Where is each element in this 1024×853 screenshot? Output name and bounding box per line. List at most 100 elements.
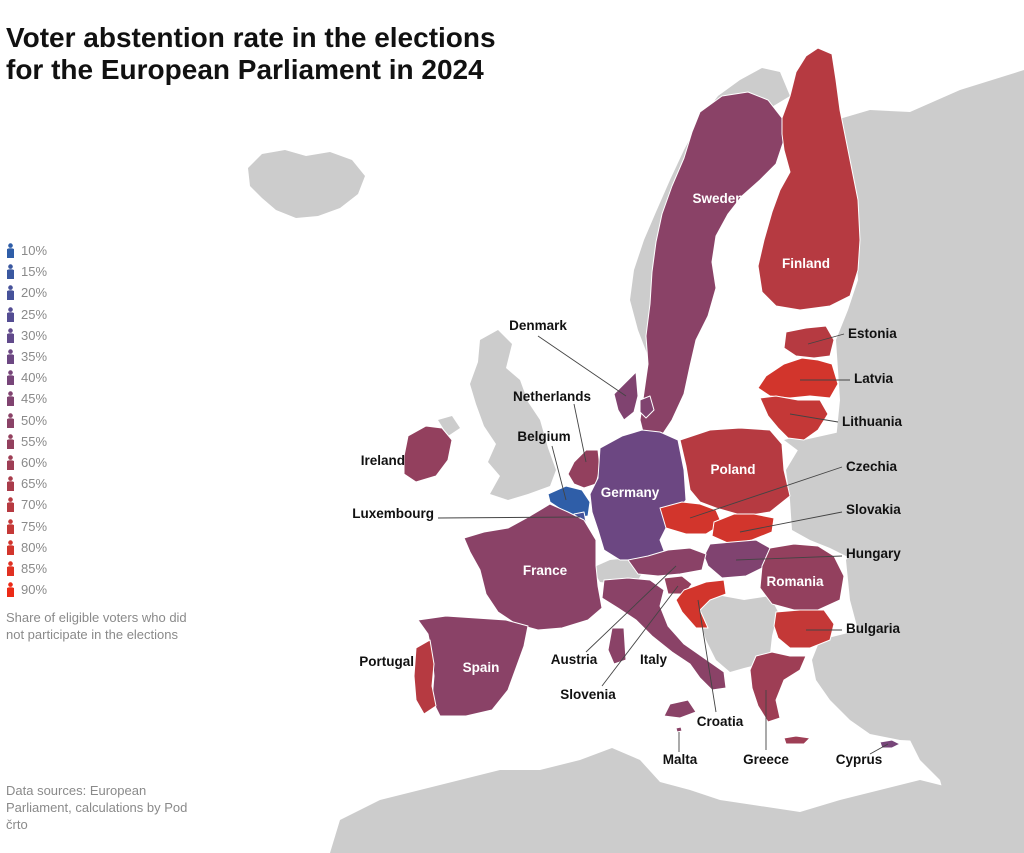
leader-line-czechia: [689, 466, 843, 519]
ukraine-belarus-shape: [786, 432, 960, 580]
person-icon: [7, 285, 14, 301]
country-label-portugal: Portugal: [359, 654, 414, 669]
legend-item-label: 45%: [21, 391, 48, 407]
country-label-austria: Austria: [551, 652, 598, 667]
data-sources: Data sources: European Parliament, calcu…: [6, 783, 188, 832]
leader-line-lithuania: [789, 413, 839, 423]
country-label-spain: Spain: [463, 660, 500, 675]
country-label-slovenia: Slovenia: [560, 687, 616, 702]
person-icon: [7, 370, 14, 386]
country-lithuania: [759, 395, 829, 441]
leader-line-slovenia: [601, 585, 679, 687]
leader-line-hungary: [735, 555, 843, 561]
country-greece: [749, 651, 807, 723]
great-britain-shape: [470, 330, 556, 500]
person-icon: [7, 328, 14, 343]
country-label-cyprus: Cyprus: [836, 752, 883, 767]
person-icon: [7, 476, 14, 492]
person-icon: [7, 540, 14, 555]
legend-item-label: 20%: [21, 285, 48, 301]
person-icon: [7, 349, 14, 365]
legend-item-label: 50%: [21, 412, 48, 428]
person-icon: [7, 518, 14, 534]
map-title: Voter abstention rate in the elections f…: [6, 22, 566, 86]
country-label-estonia: Estonia: [848, 326, 897, 341]
country-label-ireland: Ireland: [361, 453, 405, 468]
country-label-sweden: Sweden: [692, 191, 743, 206]
leader-line-netherlands: [573, 403, 587, 463]
person-icon: [7, 582, 14, 598]
leader-line-austria: [585, 565, 677, 653]
country-france: [463, 503, 603, 631]
country-label-luxembourg: Luxembourg: [352, 506, 434, 521]
country-label-lithuania: Lithuania: [842, 414, 902, 429]
northern-ireland-shape: [438, 416, 460, 436]
legend-item-label: 85%: [21, 560, 48, 576]
legend-item: 25%: [6, 304, 47, 325]
country-label-greece: Greece: [743, 752, 789, 767]
legend-item: 50%: [6, 410, 47, 431]
country-austria: [627, 547, 707, 577]
leader-line-belgium: [551, 445, 567, 501]
legend-item: 40%: [6, 367, 47, 388]
country-italy: [601, 577, 727, 691]
country-label-finland: Finland: [782, 256, 830, 271]
balkans-shape: [700, 596, 778, 672]
legend-item: 10%: [6, 240, 47, 261]
country-finland: [757, 47, 861, 311]
country-malta: [675, 726, 683, 733]
north-africa-shape: [330, 748, 1024, 853]
legend-item-label: 60%: [21, 454, 48, 470]
iceland-shape: [248, 150, 365, 218]
country-label-netherlands: Netherlands: [513, 389, 591, 404]
legend-item-label: 40%: [21, 370, 48, 386]
country-ireland: [403, 425, 453, 483]
legend-item: 85%: [6, 558, 47, 579]
country-denmark: [639, 395, 655, 419]
eu-countries: [403, 47, 901, 749]
country-label-germany: Germany: [601, 485, 660, 500]
country-hungary: [703, 539, 771, 579]
leader-line-slovakia: [739, 511, 843, 533]
legend-caption: Share of eligible voters who did not par…: [6, 610, 187, 642]
country-bulgaria: [773, 609, 835, 649]
legend-item: 15%: [6, 261, 47, 282]
legend-item: 30%: [6, 325, 47, 346]
country-romania: [759, 543, 845, 611]
country-label-france: France: [523, 563, 568, 578]
person-icon: [7, 391, 14, 407]
legend-item: 90%: [6, 579, 47, 600]
country-slovakia: [711, 513, 775, 545]
country-italy: [663, 699, 697, 719]
country-label-croatia: Croatia: [697, 714, 744, 729]
legend-item: 55%: [6, 431, 47, 452]
country-labels: Sweden Finland Estonia Latvia Lithuania Denma…: [352, 191, 902, 767]
person-icon: [7, 497, 14, 513]
country-label-denmark: Denmark: [509, 318, 567, 333]
country-label-bulgaria: Bulgaria: [846, 621, 901, 636]
legend: 10% 15% 20% 25% 30% 35% 40% 45% 50% 55% 60% 65% 70% 7…: [6, 240, 47, 600]
country-label-malta: Malta: [663, 752, 698, 767]
map-title-line-2: for the European Parliament in 2024: [6, 54, 484, 85]
country-portugal: [413, 639, 437, 715]
country-greece: [783, 735, 811, 745]
legend-item: 80%: [6, 537, 47, 558]
legend-item-label: 75%: [21, 518, 48, 534]
person-icon: [7, 243, 14, 259]
country-label-belgium: Belgium: [517, 429, 570, 444]
country-netherlands: [567, 449, 601, 489]
leader-line-estonia: [807, 333, 845, 345]
legend-item-label: 90%: [21, 582, 48, 598]
legend-item: 60%: [6, 452, 47, 473]
leader-line-croatia: [697, 599, 717, 713]
legend-item-label: 15%: [21, 264, 48, 280]
legend-item: 20%: [6, 282, 47, 303]
legend-item-label: 30%: [21, 327, 48, 343]
legend-item: 70%: [6, 494, 47, 515]
person-icon: [7, 455, 14, 470]
country-label-czechia: Czechia: [846, 459, 898, 474]
legend-item-label: 35%: [21, 349, 48, 365]
legend-item-label: 10%: [21, 243, 48, 259]
legend-item-label: 70%: [21, 497, 48, 513]
